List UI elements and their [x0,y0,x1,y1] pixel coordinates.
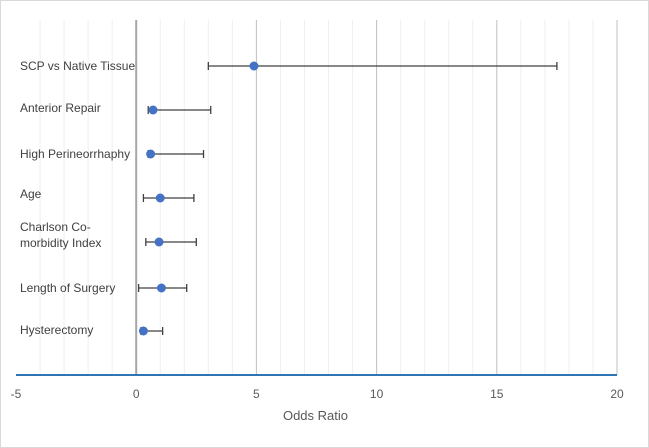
forest-row: Charlson Co-morbidity Index [20,220,197,250]
row-label: Charlson Co- [20,220,91,234]
odds-ratio-point [138,326,148,336]
odds-ratio-point [154,237,164,247]
x-tick-label: 20 [610,387,624,401]
odds-ratio-point [155,193,165,203]
forest-row: Hysterectomy [20,323,164,337]
odds-ratio-point [156,283,166,293]
x-tick-labels: -5 0 5 10 15 20 [11,387,624,401]
row-label: High Perineorrhaphy [20,147,130,161]
forest-rows: SCP vs Native Tissue Anterior Repair High … [20,59,558,337]
x-axis-title: Odds Ratio [283,408,348,423]
odds-ratio-point [146,149,156,159]
forest-row: High Perineorrhaphy [20,147,205,161]
row-label: morbidity Index [20,236,101,250]
odds-ratio-point [148,105,158,115]
row-label: Age [20,187,42,201]
row-label: Anterior Repair [20,101,101,115]
x-tick-label: 0 [133,387,140,401]
row-label: Hysterectomy [20,323,93,337]
x-tick-label: 10 [370,387,384,401]
forest-row: SCP vs Native Tissue [20,59,558,73]
forest-row: Age [20,187,195,203]
forest-row: Length of Surgery [20,281,188,295]
row-label: Length of Surgery [20,281,115,295]
major-gridlines [135,20,618,375]
minor-gridlines [39,20,594,375]
x-tick-label: 5 [253,387,260,401]
row-label: SCP vs Native Tissue [20,59,135,73]
odds-ratio-point [249,61,259,71]
x-tick-label: 15 [490,387,504,401]
x-tick-label: -5 [11,387,22,401]
forest-row: Anterior Repair [20,101,212,115]
